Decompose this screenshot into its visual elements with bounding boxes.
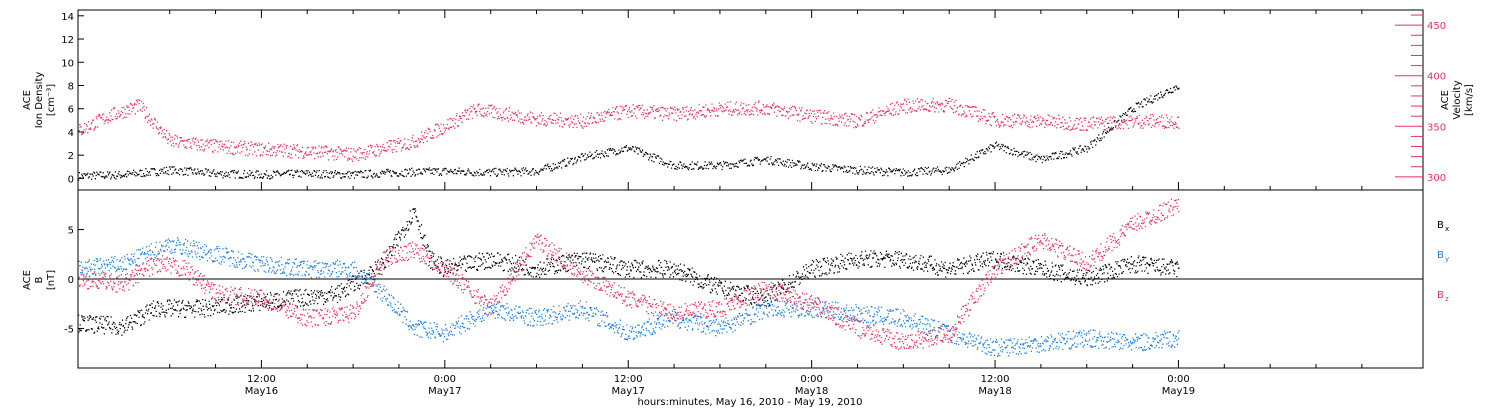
field-label-line3: [nT] — [46, 270, 57, 290]
date-tick-label: May18 — [795, 386, 828, 397]
date-tick-label: May16 — [245, 386, 278, 397]
velocity-tick-label: 450 — [1427, 21, 1446, 32]
field-label-line2: B — [34, 276, 45, 283]
date-tick-label: May17 — [428, 386, 461, 397]
velocity-tick-label: 400 — [1427, 72, 1446, 83]
time-tick-label: 0:00 — [1167, 374, 1189, 385]
density-label-line1: ACE — [22, 90, 33, 110]
series-black-points — [78, 85, 1180, 181]
density-tick-label: 2 — [68, 151, 74, 162]
top-panel-frame — [77, 9, 1424, 191]
date-tick-label: May17 — [612, 386, 645, 397]
velocity-label-line3: [km/s] — [1464, 84, 1475, 116]
date-tick-label: May19 — [1162, 386, 1195, 397]
field-tick-label: 0 — [68, 275, 74, 286]
top-right-axis: 300 350 400 450 — [1395, 14, 1446, 184]
legend-By-sub: y — [1445, 255, 1449, 263]
velocity-tick-label: 300 — [1427, 173, 1446, 184]
density-label-line3: [cm⁻³] — [46, 84, 57, 116]
density-axis-label: ACE Ion Density [cm⁻³] — [22, 72, 57, 129]
density-tick-label: 8 — [68, 81, 74, 92]
date-tick-label: May18 — [978, 386, 1011, 397]
time-axis: 12:00May160:00May1712:00May170:00May1812… — [169, 10, 1363, 397]
density-tick-label: 4 — [68, 128, 74, 139]
density-tick-label: 6 — [68, 105, 74, 116]
field-tick-label: -5 — [64, 324, 74, 335]
top-panel-series — [78, 85, 1180, 181]
legend-Bz-sub: z — [1445, 295, 1449, 303]
legend-Bz: B — [1437, 290, 1444, 301]
x-axis-title: hours:minutes, May 16, 2010 - May 19, 20… — [637, 397, 862, 408]
time-tick-label: 0:00 — [800, 374, 822, 385]
time-tick-label: 0:00 — [434, 374, 456, 385]
time-tick-label: 12:00 — [981, 374, 1010, 385]
density-tick-label: 14 — [61, 12, 74, 23]
bottom-panel-series — [78, 198, 1180, 358]
velocity-label-line1: ACE — [1440, 90, 1451, 110]
density-tick-label: 10 — [61, 58, 74, 69]
series-blue-points — [78, 237, 1180, 358]
field-label-line1: ACE — [22, 270, 33, 290]
time-tick-label: 12:00 — [247, 374, 276, 385]
field-tick-label: 5 — [68, 226, 74, 237]
legend-By: B — [1437, 250, 1444, 261]
legend-Bx: B — [1437, 220, 1444, 231]
top-left-axis: 0 2 4 6 8 10 12 14 — [61, 12, 84, 185]
time-tick-label: 12:00 — [614, 374, 643, 385]
series-red-points — [78, 97, 1180, 162]
bottom-left-axis: -5 0 5 — [64, 226, 84, 335]
field-axis-label: ACE B [nT] — [22, 270, 57, 290]
legend-Bx-sub: x — [1445, 225, 1449, 233]
series-red-points — [78, 198, 1180, 350]
velocity-axis-label: ACE Velocity [km/s] — [1440, 80, 1475, 119]
density-label-line2: Ion Density — [34, 72, 45, 129]
density-tick-label: 0 — [68, 174, 74, 185]
density-tick-label: 12 — [61, 35, 74, 46]
series-black-points — [78, 208, 1180, 336]
velocity-tick-label: 350 — [1427, 122, 1446, 133]
velocity-label-line2: Velocity — [1452, 80, 1463, 119]
